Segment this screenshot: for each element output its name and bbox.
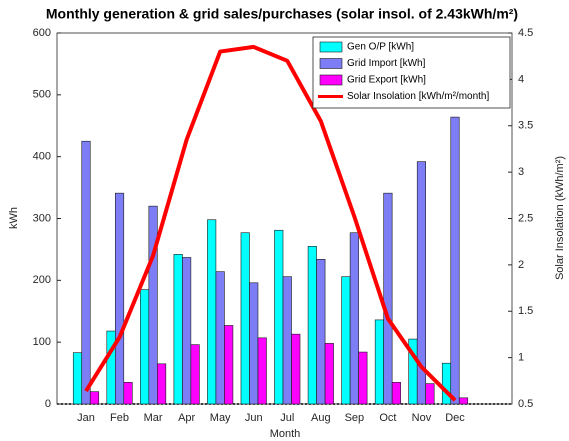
y2-tick-label: 3.5 (518, 120, 533, 132)
bar (358, 351, 368, 405)
y2-tick-label: 3 (518, 166, 524, 178)
chart-title: Monthly generation & grid sales/purchase… (46, 6, 518, 22)
y2-axis-label: Solar Insolation (kWh/m²) (554, 156, 566, 280)
y-tick-label: 200 (33, 274, 51, 286)
bar (391, 382, 401, 405)
y2-tick-label: 2.5 (518, 212, 533, 224)
x-tick-label: Jan (77, 412, 95, 424)
bar (425, 383, 435, 405)
y-tick-label: 500 (33, 89, 51, 101)
bar (215, 271, 225, 405)
bar (207, 219, 217, 405)
y-tick-label: 600 (33, 27, 51, 39)
x-axis-label: Month (270, 428, 301, 440)
bar (257, 337, 267, 405)
y-tick-label: 300 (33, 212, 51, 224)
legend-label: Grid Import [kWh] (347, 58, 426, 69)
bar (450, 116, 460, 405)
bar (89, 391, 100, 405)
bar (123, 382, 133, 405)
bar (416, 161, 427, 405)
y2-tick-label: 1.5 (518, 305, 533, 317)
legend-label: Grid Export [kWh] (347, 75, 426, 86)
bar (240, 232, 250, 405)
x-tick-label: Apr (178, 412, 195, 424)
legend-label: Solar Insolation [kWh/m²/month] (347, 91, 489, 102)
bar (291, 333, 301, 405)
bar (458, 397, 469, 405)
bar (274, 229, 284, 405)
x-tick-label: Jun (245, 412, 263, 424)
bar (224, 325, 234, 405)
bar (307, 246, 317, 405)
legend-label: Gen O/P [kWh] (347, 42, 414, 53)
y2-tick-label: 4 (518, 73, 524, 85)
bar (182, 257, 192, 405)
line-series (84, 44, 457, 402)
x-tick-label: Mar (144, 412, 163, 424)
bar (106, 330, 116, 405)
bar (148, 205, 158, 405)
y-tick-label: 400 (33, 151, 51, 163)
bar (114, 192, 125, 405)
bar (349, 232, 359, 405)
y-tick-label: 100 (33, 336, 51, 348)
bar (282, 276, 292, 405)
x-tick-label: Jul (280, 412, 294, 424)
x-tick-label: Feb (110, 412, 129, 424)
bar (341, 276, 351, 405)
bar (383, 192, 393, 405)
legend-swatch (319, 74, 343, 86)
y2-tick-label: 2 (518, 259, 524, 271)
y2-tick-label: 4.5 (518, 27, 533, 39)
x-tick-label: Dec (445, 412, 465, 424)
x-tick-label: Nov (412, 412, 432, 424)
x-tick-label: Sep (345, 412, 365, 424)
legend-box (312, 36, 511, 109)
x-tick-label: May (210, 412, 231, 424)
y-tick-label: 0 (45, 398, 51, 410)
bar (324, 343, 334, 405)
bar (249, 282, 259, 405)
bar (316, 259, 326, 405)
bar (190, 344, 200, 405)
x-tick-label: Oct (379, 412, 396, 424)
legend-swatch (319, 41, 343, 53)
bar (72, 352, 83, 405)
y2-tick-label: 1 (518, 352, 524, 364)
bar (441, 362, 452, 405)
y-axis-label: kWh (8, 207, 20, 229)
legend-swatch (319, 58, 343, 69)
bar (157, 363, 167, 405)
bar (173, 254, 183, 405)
bar (374, 319, 384, 405)
y2-tick-label: 0.5 (518, 398, 533, 410)
x-tick-label: Aug (311, 412, 331, 424)
bar (81, 140, 91, 405)
bar (140, 289, 150, 405)
